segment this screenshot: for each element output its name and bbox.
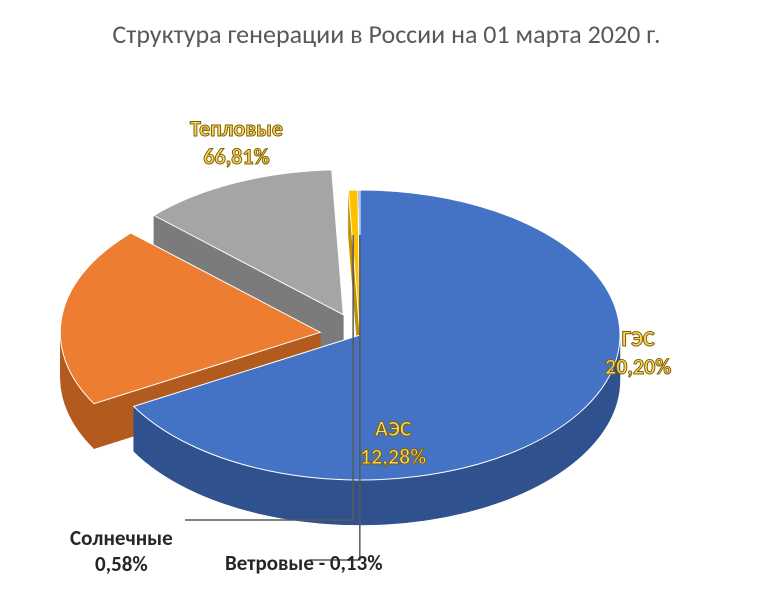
label-hydro: ГЭС 20,20% xyxy=(605,325,671,380)
pie-chart: Тепловые 66,81% ГЭС 20,20% АЭС 12,28% Со… xyxy=(0,70,773,590)
label-nuclear: АЭС 12,28% xyxy=(360,415,426,470)
label-solar-val: 0,58% xyxy=(70,551,173,577)
label-nuclear-val: 12,28% xyxy=(360,443,426,471)
label-thermal: Тепловые 66,81% xyxy=(190,115,283,170)
label-hydro-name: ГЭС xyxy=(605,325,671,353)
label-thermal-name: Тепловые xyxy=(190,115,283,143)
chart-title: Структура генерации в России на 01 марта… xyxy=(0,18,773,50)
label-thermal-val: 66,81% xyxy=(190,143,283,171)
label-hydro-val: 20,20% xyxy=(605,353,671,381)
label-solar: Солнечные 0,58% xyxy=(70,525,173,578)
label-wind-name: Ветровые - 0,13% xyxy=(225,550,383,576)
label-solar-name: Солнечные xyxy=(70,525,173,551)
label-wind: Ветровые - 0,13% xyxy=(225,550,383,576)
label-nuclear-name: АЭС xyxy=(360,415,426,443)
